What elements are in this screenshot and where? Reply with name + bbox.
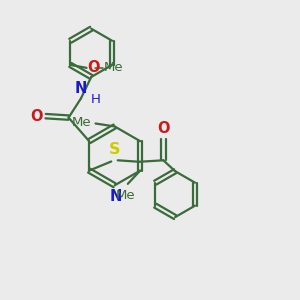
Text: N: N	[110, 189, 122, 204]
Text: Me: Me	[104, 61, 124, 74]
Text: O: O	[30, 109, 43, 124]
Text: H: H	[90, 93, 100, 106]
Text: O: O	[87, 60, 100, 75]
Text: N: N	[75, 80, 87, 95]
Text: Me: Me	[71, 116, 91, 129]
Text: O: O	[157, 121, 170, 136]
Text: S: S	[108, 142, 120, 157]
Text: Me: Me	[116, 189, 135, 202]
